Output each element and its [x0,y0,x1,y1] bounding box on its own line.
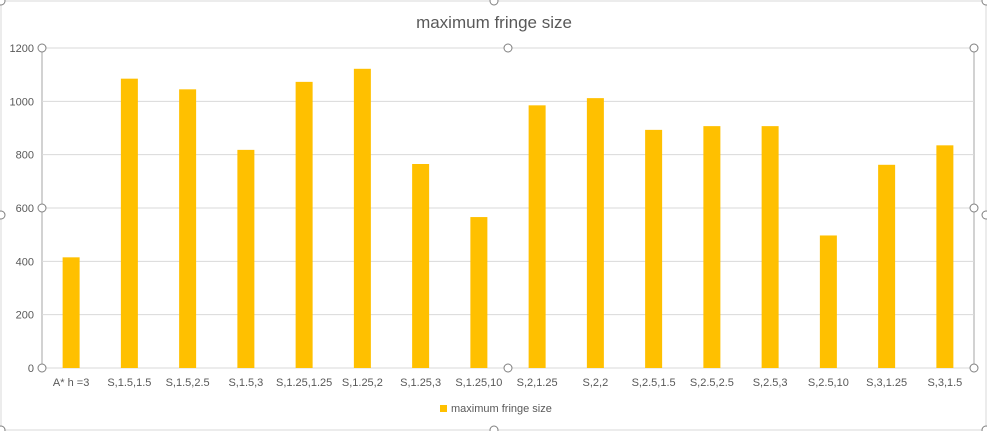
x-tick-label: S,2.5,2.5 [690,377,734,389]
resize-handle[interactable] [0,425,6,431]
x-tick-label: S,2.5,3 [753,377,788,389]
resize-handle[interactable] [981,425,987,431]
x-tick-label: S,2.5,1.5 [632,377,676,389]
y-axis: 0 200 400 600 800 1000 1200 [10,43,34,375]
y-tick-label: 200 [16,310,34,322]
bar[interactable] [936,145,954,368]
resize-handle[interactable] [503,363,513,373]
resize-handle[interactable] [37,43,47,53]
bar-series [62,68,954,369]
y-tick-label: 1200 [10,43,34,55]
bar[interactable] [120,78,138,369]
bar[interactable] [62,257,80,368]
y-tick-label: 400 [16,256,34,268]
resize-handle[interactable] [0,210,6,220]
resize-handle[interactable] [981,210,987,220]
x-tick-label: A* h =3 [53,377,89,389]
bar[interactable] [179,89,197,368]
resize-handle[interactable] [489,0,499,6]
chart-title: maximum fringe size [416,13,572,32]
bar[interactable] [645,129,663,368]
y-tick-label: 800 [16,150,34,162]
x-tick-label: S,2,2 [583,377,609,389]
gridlines [42,47,974,369]
bar[interactable] [819,235,837,368]
resize-handle[interactable] [37,203,47,213]
bar[interactable] [761,126,779,368]
y-tick-label: 1000 [10,96,34,108]
resize-handle[interactable] [969,43,979,53]
x-tick-label: S,3,1.25 [866,377,907,389]
resize-handle[interactable] [969,203,979,213]
legend[interactable]: maximum fringe size [440,403,552,415]
x-tick-label: S,1.25,10 [455,377,502,389]
x-axis: A* h =3 S,1.5,1.5 S,1.5,2.5 S,1.5,3 S,1.25,1… [53,377,962,389]
y-tick-label: 0 [28,363,34,375]
resize-handle[interactable] [969,363,979,373]
bar[interactable] [703,126,721,368]
x-tick-label: S,1.25,3 [400,377,441,389]
resize-handle[interactable] [981,0,987,6]
bar[interactable] [295,81,313,368]
resize-handle[interactable] [37,363,47,373]
resize-handle[interactable] [503,43,513,53]
y-tick-label: 600 [16,203,34,215]
bar[interactable] [878,164,896,368]
bar[interactable] [237,149,255,368]
x-tick-label: S,2,1.25 [517,377,558,389]
bar[interactable] [470,217,488,368]
x-tick-label: S,1.25,2 [342,377,383,389]
bar[interactable] [528,105,546,368]
legend-label: maximum fringe size [451,403,552,415]
x-tick-label: S,1.5,2.5 [166,377,210,389]
x-tick-label: S,1.25,1.25 [276,377,332,389]
bar[interactable] [412,164,430,368]
x-tick-label: S,1.5,3 [228,377,263,389]
resize-handle[interactable] [489,425,499,431]
x-tick-label: S,1.5,1.5 [107,377,151,389]
resize-handle[interactable] [0,0,6,6]
x-tick-label: S,2.5,10 [808,377,849,389]
x-tick-label: S,3,1.5 [927,377,962,389]
bar[interactable] [586,98,604,368]
bar[interactable] [353,68,371,369]
legend-swatch [440,405,447,412]
